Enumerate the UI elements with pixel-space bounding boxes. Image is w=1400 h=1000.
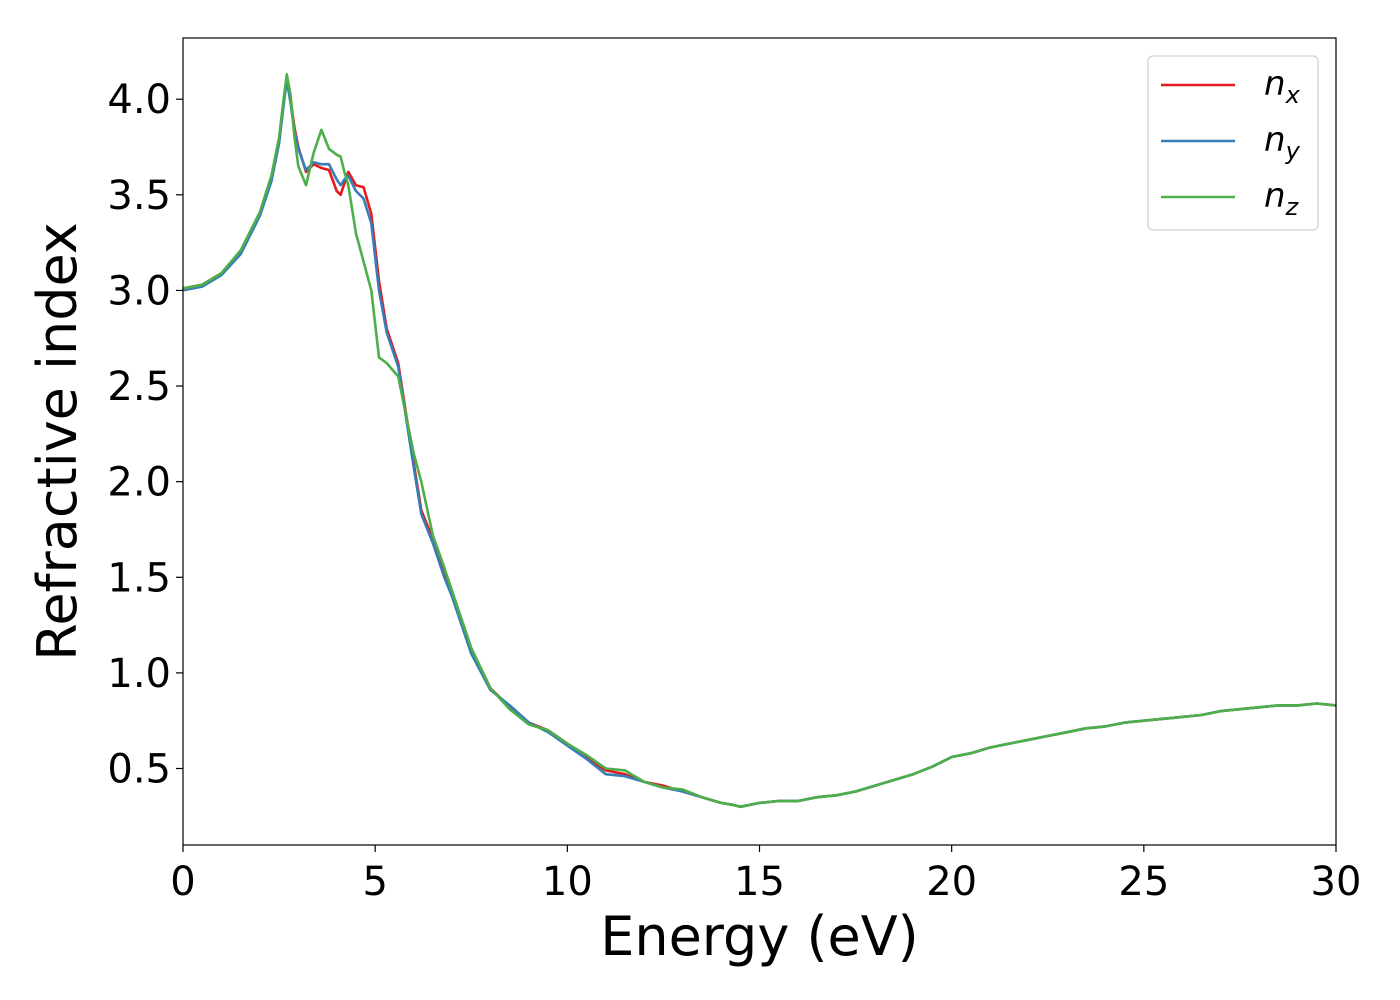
x-tick-label: 30 bbox=[1311, 859, 1362, 905]
y-tick-label: 3.0 bbox=[107, 268, 171, 314]
legend-label-n-y: ny bbox=[1264, 120, 1301, 165]
y-tick-label: 1.0 bbox=[107, 651, 171, 697]
y-axis-title: Refractive index bbox=[26, 222, 89, 661]
legend: nx ny nz bbox=[1147, 55, 1319, 231]
x-tick-label: 20 bbox=[926, 859, 977, 905]
legend-label-n-x: nx bbox=[1264, 64, 1301, 109]
y-tick-label: 0.5 bbox=[107, 747, 171, 793]
legend-box bbox=[1147, 55, 1319, 231]
tick-layer: 0 5 10 15 20 25 30 0.5 1.0 1.5 2.0 2.5 3.0 3.5 4.0 bbox=[107, 77, 1361, 905]
y-tick-label: 2.0 bbox=[107, 460, 171, 506]
y-tick-label: 2.5 bbox=[107, 364, 171, 410]
x-tick-label: 5 bbox=[362, 859, 387, 905]
series-line-n-z bbox=[183, 73, 1336, 809]
x-tick-label: 0 bbox=[170, 859, 195, 905]
x-axis-title: Energy (eV) bbox=[600, 905, 919, 968]
y-tick-label: 3.5 bbox=[107, 173, 171, 219]
legend-label-n-z: nz bbox=[1264, 176, 1300, 221]
x-tick-label: 10 bbox=[542, 859, 593, 905]
series-layer bbox=[183, 73, 1336, 809]
x-tick-label: 25 bbox=[1118, 859, 1169, 905]
y-tick-label: 1.5 bbox=[107, 555, 171, 601]
x-tick-label: 15 bbox=[734, 859, 785, 905]
y-tick-label: 4.0 bbox=[107, 77, 171, 123]
